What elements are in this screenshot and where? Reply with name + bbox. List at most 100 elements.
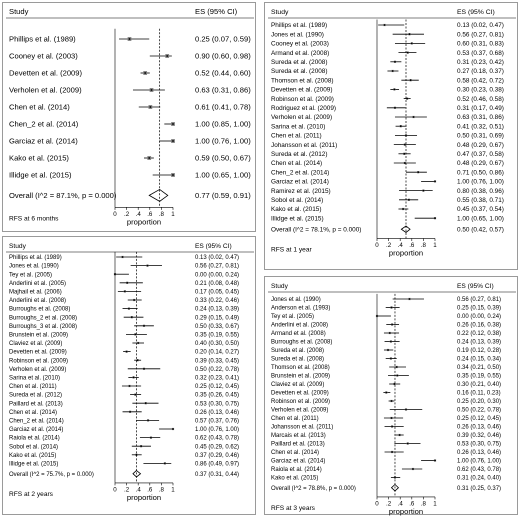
overall-es-value: 0.37 (0.31, 0.44) xyxy=(195,472,239,478)
effect-point xyxy=(172,123,174,125)
study-label: Thomson et al. (2008) xyxy=(271,365,330,371)
panel-footnote: RFS at 3 years xyxy=(271,505,316,512)
panel-footnote: RFS at 6 months xyxy=(9,215,59,222)
effect-point xyxy=(128,385,131,387)
x-tick-label: .4 xyxy=(398,500,404,507)
effect-point xyxy=(405,408,407,411)
study-label: Sureda et al. (2008) xyxy=(271,357,324,363)
study-column-header: Study xyxy=(9,243,27,250)
effect-point xyxy=(393,383,396,385)
x-tick-label: 1 xyxy=(433,500,437,507)
study-label: Sobol et al. (2014) xyxy=(271,197,323,204)
study-label: Devetten et al. (2009) xyxy=(271,391,329,397)
effect-point xyxy=(123,290,126,293)
study-label: Verholen et al. (2009) xyxy=(9,367,66,373)
x-tick-label: .2 xyxy=(386,242,392,249)
es-value: 0.00 (0.00, 0.24) xyxy=(195,272,239,278)
forest-plot-rfs-6-months: Study ES (95% CI) Phillips et al. (1989) 0.… xyxy=(2,2,256,232)
study-label: Chen et al. (2014) xyxy=(9,103,70,112)
study-label: Cooney et al. (2003) xyxy=(271,41,329,48)
study-label: Kako et al. (2015) xyxy=(271,476,318,482)
effect-point xyxy=(434,217,436,220)
es-value: 0.33 (0.22, 0.46) xyxy=(195,298,239,304)
study-label: Ramirez et al. (2015) xyxy=(271,188,331,195)
overall-es-value: 0.50 (0.42, 0.57) xyxy=(457,226,504,233)
effect-point xyxy=(434,459,436,462)
effect-point xyxy=(403,143,406,146)
x-tick-label: 1 xyxy=(433,242,437,249)
study-label: Chen et al. (2011) xyxy=(271,133,322,140)
study-label: Garciaz et al. (2014) xyxy=(271,459,325,465)
study-label: Robinson et al. (2009) xyxy=(271,96,334,103)
effect-point xyxy=(391,451,393,453)
effect-point xyxy=(126,281,129,284)
study-label: Phillips et al. (1989) xyxy=(271,22,327,29)
es-value: 0.71 (0.50, 0.86) xyxy=(457,169,504,176)
x-tick-label: .4 xyxy=(398,242,404,249)
effect-point xyxy=(388,332,391,334)
effect-point xyxy=(399,125,402,128)
effect-point xyxy=(135,453,138,456)
x-tick-label: .4 xyxy=(136,486,142,493)
study-column-header: Study xyxy=(9,7,29,16)
effect-point xyxy=(434,180,436,183)
effect-point xyxy=(390,417,393,419)
study-label: Sureda et al. (2008) xyxy=(271,348,324,354)
es-column-header: ES (95% CI) xyxy=(457,9,495,16)
study-label: Claviez et al. (2009) xyxy=(9,341,62,347)
es-value: 0.52 (0.44, 0.60) xyxy=(195,69,251,78)
study-label: Verholen et al. (2009) xyxy=(271,114,332,121)
effect-point xyxy=(406,97,409,100)
es-value: 0.22 (0.12, 0.38) xyxy=(457,331,501,337)
effect-point xyxy=(412,468,414,470)
overall-label: Overall (I^2 = 87.1%, p = 0.000) xyxy=(9,191,117,200)
x-tick-label: 1 xyxy=(171,486,175,493)
es-value: 0.56 (0.27, 0.81) xyxy=(457,31,504,38)
es-value: 0.55 (0.38, 0.71) xyxy=(457,197,504,204)
es-value: 1.00 (0.76, 1.00) xyxy=(457,459,501,465)
study-label: Verholen et al. (2009) xyxy=(9,86,82,95)
effect-point xyxy=(403,162,406,164)
effect-point xyxy=(172,174,174,176)
x-tick-label: .6 xyxy=(409,500,415,507)
es-value: 0.35 (0.26, 0.45) xyxy=(195,393,239,399)
study-label: Illidge et al. (2015) xyxy=(9,171,72,180)
effect-point xyxy=(390,340,392,343)
es-value: 0.39 (0.32, 0.46) xyxy=(457,433,501,439)
overall-label: Overall (I^2 = 78.1%, p = 0.000) xyxy=(271,226,361,233)
study-label: Robinson et al. (2009) xyxy=(271,399,330,405)
x-tick-label: .8 xyxy=(421,242,427,249)
es-value: 0.31 (0.17, 0.49) xyxy=(457,105,504,112)
es-value: 0.48 (0.29, 0.67) xyxy=(457,160,504,167)
study-label: Burroughs_3 et al. (2008) xyxy=(9,324,77,330)
es-value: 0.61 (0.41, 0.78) xyxy=(195,103,251,112)
es-value: 0.53 (0.30, 0.75) xyxy=(195,401,239,407)
es-value: 0.27 (0.18, 0.37) xyxy=(457,68,504,75)
overall-es-value: 0.31 (0.25, 0.37) xyxy=(457,486,501,492)
es-value: 0.39 (0.33, 0.45) xyxy=(195,358,239,364)
study-label: Johansson et al. (2011) xyxy=(271,425,333,431)
effect-point xyxy=(412,116,415,118)
es-value: 0.56 (0.27, 0.81) xyxy=(195,264,239,270)
es-value: 0.45 (0.37, 0.54) xyxy=(457,206,504,213)
effect-point xyxy=(149,106,152,108)
effect-point xyxy=(391,323,393,326)
study-label: Garciaz et al. (2014) xyxy=(271,179,329,186)
forest-plot-svg: Study ES (95% CI) Phillips et al. (1989) 0.… xyxy=(6,243,254,502)
effect-point xyxy=(166,55,169,57)
study-label: Tey et al. (2005) xyxy=(9,272,52,278)
x-tick-label: .2 xyxy=(386,500,392,507)
es-value: 1.00 (0.65, 1.00) xyxy=(195,171,251,180)
effect-point xyxy=(408,198,410,201)
study-label: Chen_2 et al. (2014) xyxy=(9,120,79,129)
x-axis-label: proportion xyxy=(389,248,423,257)
study-label: Garciaz et al. (2014) xyxy=(9,137,78,146)
overall-label: Overall (I^2 = 78.8%, p = 0.000) xyxy=(271,486,356,492)
study-label: Claviez et al. (2009) xyxy=(271,382,324,388)
effect-point xyxy=(125,350,128,353)
effect-point xyxy=(143,367,145,370)
es-value: 0.25 (0.15, 0.39) xyxy=(457,306,501,312)
es-value: 0.52 (0.46, 0.58) xyxy=(457,96,504,103)
study-label: Sarina et al. (2010) xyxy=(9,376,60,382)
overall-diamond xyxy=(400,225,411,233)
